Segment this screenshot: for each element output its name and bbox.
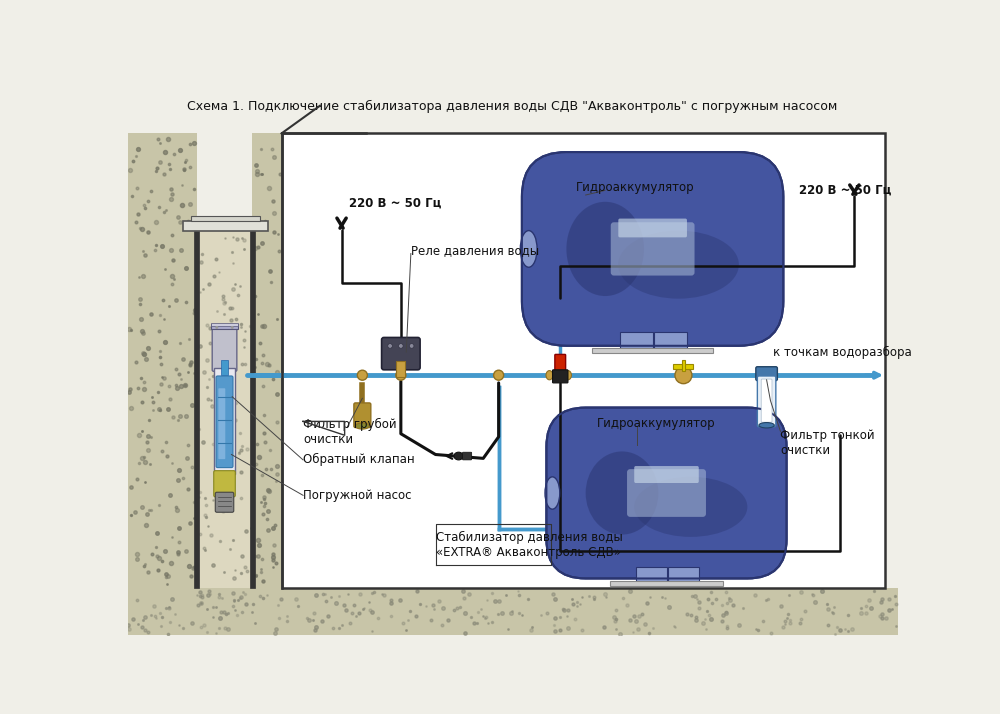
FancyBboxPatch shape	[382, 338, 420, 370]
FancyBboxPatch shape	[555, 354, 566, 373]
FancyBboxPatch shape	[522, 152, 783, 346]
FancyBboxPatch shape	[214, 471, 235, 497]
FancyBboxPatch shape	[610, 580, 723, 586]
FancyBboxPatch shape	[216, 376, 233, 468]
Text: Обратный клапан: Обратный клапан	[303, 453, 415, 466]
Text: Фильтр грубой
очистки: Фильтр грубой очистки	[303, 418, 397, 446]
FancyBboxPatch shape	[396, 361, 405, 377]
FancyBboxPatch shape	[634, 466, 699, 483]
Ellipse shape	[586, 451, 658, 535]
FancyBboxPatch shape	[546, 408, 787, 578]
FancyBboxPatch shape	[354, 403, 371, 428]
Text: 220 В ~ 50 Гц: 220 В ~ 50 Гц	[349, 196, 442, 209]
Bar	[197, 231, 252, 588]
Bar	[128, 588, 898, 635]
FancyBboxPatch shape	[462, 452, 472, 460]
Text: Гидроаккумулятор: Гидроаккумулятор	[576, 181, 694, 193]
FancyBboxPatch shape	[212, 326, 237, 371]
Ellipse shape	[759, 423, 774, 428]
Ellipse shape	[675, 367, 692, 383]
Bar	[250, 231, 255, 588]
Ellipse shape	[634, 477, 747, 537]
Ellipse shape	[215, 326, 218, 329]
FancyBboxPatch shape	[627, 469, 706, 517]
Ellipse shape	[357, 370, 367, 380]
Bar	[682, 360, 685, 371]
FancyBboxPatch shape	[553, 370, 568, 383]
Text: 220 В ~ 50 Гц: 220 В ~ 50 Гц	[799, 184, 891, 197]
Bar	[221, 360, 228, 375]
FancyBboxPatch shape	[215, 492, 234, 512]
Ellipse shape	[520, 231, 537, 267]
Ellipse shape	[396, 370, 406, 380]
Ellipse shape	[454, 452, 463, 460]
FancyBboxPatch shape	[214, 368, 235, 474]
FancyBboxPatch shape	[611, 222, 695, 276]
FancyBboxPatch shape	[636, 567, 666, 583]
Ellipse shape	[494, 370, 504, 380]
Bar	[211, 324, 238, 329]
Ellipse shape	[564, 371, 571, 380]
Text: Схема 1. Подключение стабилизатора давления воды СДВ "Акваконтроль" с погружным : Схема 1. Подключение стабилизатора давле…	[187, 100, 838, 114]
Ellipse shape	[231, 326, 234, 329]
Text: Фильтр тонкой
очистки: Фильтр тонкой очистки	[780, 429, 875, 457]
Bar	[211, 323, 238, 326]
Bar	[673, 363, 693, 369]
Text: Стабилизатор давления воды
«EXTRA® Акваконтроль СДВ»: Стабилизатор давления воды «EXTRA® Аквак…	[436, 531, 622, 558]
Ellipse shape	[545, 477, 560, 509]
Ellipse shape	[388, 343, 392, 348]
FancyBboxPatch shape	[618, 218, 687, 237]
Ellipse shape	[555, 370, 566, 381]
FancyBboxPatch shape	[218, 388, 225, 459]
Text: к точкам водоразбора: к точкам водоразбора	[773, 346, 912, 358]
FancyBboxPatch shape	[620, 332, 653, 351]
Bar	[191, 216, 260, 221]
Polygon shape	[303, 421, 345, 436]
Text: Гидроаккумулятор: Гидроаккумулятор	[597, 417, 716, 431]
Ellipse shape	[399, 343, 403, 348]
Ellipse shape	[566, 202, 644, 296]
FancyBboxPatch shape	[757, 376, 776, 427]
Ellipse shape	[618, 231, 739, 298]
Bar	[194, 231, 199, 588]
FancyBboxPatch shape	[592, 348, 713, 353]
Bar	[128, 134, 197, 588]
Bar	[183, 221, 268, 231]
FancyBboxPatch shape	[756, 367, 777, 381]
FancyBboxPatch shape	[761, 379, 772, 422]
FancyBboxPatch shape	[654, 332, 687, 351]
Text: Реле давления воды: Реле давления воды	[411, 244, 539, 257]
Ellipse shape	[546, 371, 553, 380]
FancyBboxPatch shape	[282, 134, 885, 588]
Ellipse shape	[409, 343, 414, 348]
FancyBboxPatch shape	[668, 567, 699, 583]
Bar	[252, 134, 282, 588]
Ellipse shape	[355, 423, 369, 429]
Text: Погружной насос: Погружной насос	[303, 489, 412, 502]
